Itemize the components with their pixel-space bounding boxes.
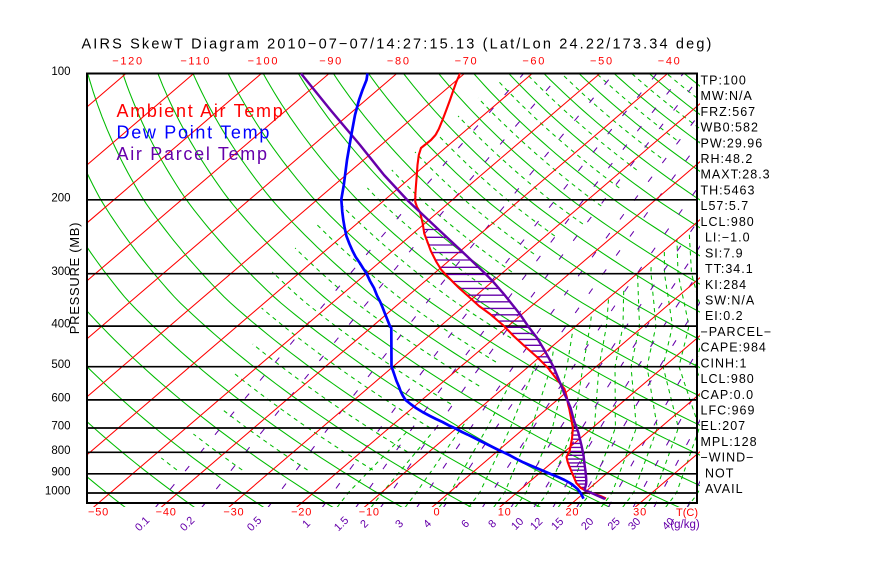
svg-text:−70: −70 [455,56,479,68]
svg-text:400: 400 [51,319,70,331]
svg-text:MW:N/A: MW:N/A [701,89,753,103]
svg-text:FRZ:567: FRZ:567 [701,105,757,119]
svg-text:Air Parcel Temp: Air Parcel Temp [117,144,269,164]
svg-text:L57:5.7: L57:5.7 [701,199,750,213]
svg-text:900: 900 [51,466,70,478]
svg-text:500: 500 [51,359,70,371]
svg-text:TP:100: TP:100 [701,73,747,87]
svg-text:−50: −50 [590,56,614,68]
svg-text:T(C): T(C) [676,507,698,519]
svg-text:−110: −110 [180,56,211,68]
svg-text:−80: −80 [387,56,411,68]
svg-text:−20: −20 [291,507,312,519]
svg-text:SI:7.9: SI:7.9 [701,246,744,260]
svg-text:SW:N/A: SW:N/A [701,294,756,308]
svg-text:1000: 1000 [45,486,71,498]
svg-text:CINH:1: CINH:1 [701,356,748,370]
svg-text:KI:284: KI:284 [701,278,748,292]
svg-text:−WIND−: −WIND− [701,451,755,465]
svg-text:TH:5463: TH:5463 [701,183,756,197]
svg-text:−50: −50 [88,507,109,519]
svg-text:−90: −90 [319,56,343,68]
svg-text:(g/kg): (g/kg) [670,519,700,531]
svg-text:AVAIL: AVAIL [701,482,744,496]
svg-text:−30: −30 [223,507,244,519]
svg-text:−PARCEL−: −PARCEL− [701,325,773,339]
svg-text:LFC:969: LFC:969 [701,404,756,418]
svg-text:WB0:582: WB0:582 [701,121,759,135]
svg-text:0: 0 [434,507,441,519]
svg-text:PRESSURE (MB): PRESSURE (MB) [67,222,82,334]
svg-text:−60: −60 [522,56,546,68]
svg-text:TT:34.1: TT:34.1 [701,262,754,276]
svg-text:200: 200 [51,192,70,204]
svg-text:Ambient Air Temp: Ambient Air Temp [117,101,285,121]
svg-text:20: 20 [565,507,579,519]
svg-text:NOT: NOT [701,466,735,480]
svg-text:−100: −100 [248,56,280,68]
svg-text:−120: −120 [112,56,144,68]
svg-text:Dew Point Temp: Dew Point Temp [117,123,272,143]
svg-text:MPL:128: MPL:128 [701,435,758,449]
svg-text:MAXT:28.3: MAXT:28.3 [701,168,771,182]
svg-text:CAPE:984: CAPE:984 [701,341,767,355]
svg-text:−10: −10 [359,507,380,519]
svg-text:700: 700 [51,421,70,433]
svg-text:LCL:980: LCL:980 [701,372,755,386]
svg-text:PW:29.96: PW:29.96 [701,136,764,150]
svg-text:100: 100 [51,66,70,78]
svg-text:−40: −40 [156,507,177,519]
svg-text:EI:0.2: EI:0.2 [701,309,744,323]
svg-text:10: 10 [498,507,512,519]
svg-text:800: 800 [51,445,70,457]
svg-text:LCL:980: LCL:980 [701,215,755,229]
svg-text:30: 30 [633,507,647,519]
svg-text:600: 600 [51,392,70,404]
svg-text:CAP:0.0: CAP:0.0 [701,388,755,402]
svg-text:−40: −40 [658,56,682,68]
svg-text:AIRS SkewT Diagram 2010−07−07/: AIRS SkewT Diagram 2010−07−07/14:27:15.1… [81,37,713,53]
svg-text:EL:207: EL:207 [701,419,747,433]
svg-text:300: 300 [51,266,70,278]
svg-text:RH:48.2: RH:48.2 [701,152,754,166]
svg-text:LI:−1.0: LI:−1.0 [701,231,751,245]
